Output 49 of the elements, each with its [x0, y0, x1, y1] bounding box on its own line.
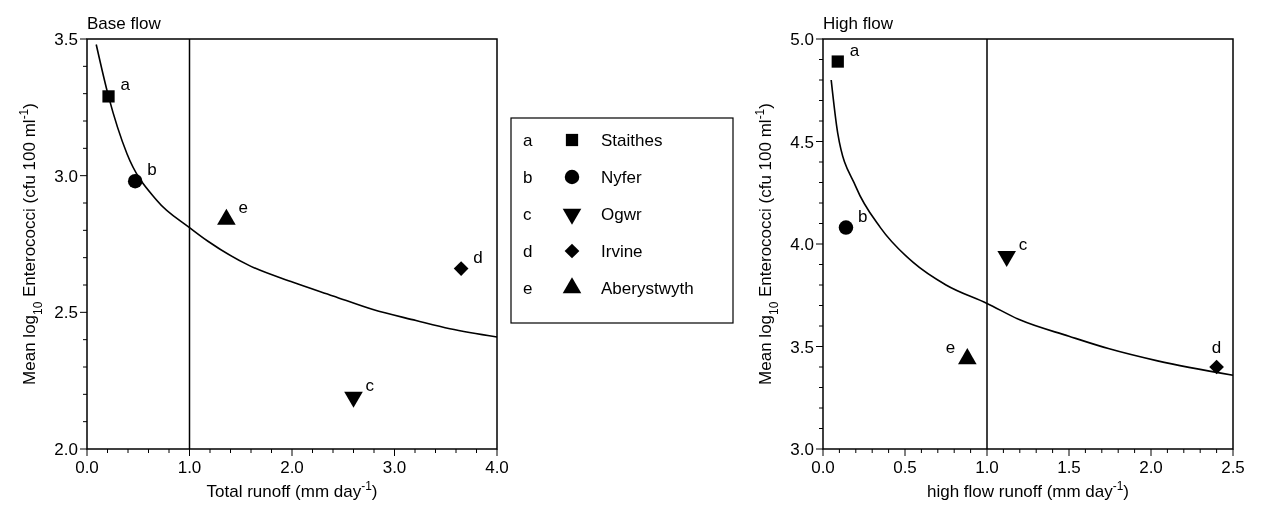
x-axis-title: Total runoff (mm day$^{-1}$): [206, 479, 378, 501]
annotation: a: [849, 40, 860, 60]
x-tick-label: 1.5: [1057, 458, 1081, 477]
annotation: d: [473, 247, 483, 267]
point: [453, 261, 469, 276]
x-tick-label: 3.0: [382, 458, 407, 477]
y-tick-label: 4.5: [790, 132, 814, 152]
x-tick-label: 4.0: [485, 458, 509, 477]
text: d: [523, 242, 533, 261]
legend-label: Nyfer: [601, 168, 642, 187]
x-tick-label: 0.0: [811, 458, 835, 477]
point: [831, 55, 844, 68]
y-tick-label: 2.5: [54, 303, 78, 323]
annotation: c: [1018, 235, 1028, 255]
legend-label: Staithes: [601, 131, 663, 150]
point: [344, 391, 363, 408]
legend-label: Aberystwyth: [601, 279, 694, 298]
y-tick-label: 5.0: [790, 30, 814, 49]
y-tick-label: 4.0: [790, 235, 814, 254]
y-tick-label: 3.0: [790, 440, 814, 459]
annotation: b: [147, 160, 157, 180]
text: a: [523, 131, 533, 150]
annotation: b: [857, 206, 868, 226]
annotation: a: [120, 75, 131, 95]
y-tick-label: 3.5: [790, 337, 814, 357]
chart-title: Base flow: [87, 14, 162, 33]
text: e: [523, 279, 533, 298]
chart-title: High flow: [823, 14, 894, 33]
x-tick-label: 1.0: [177, 458, 202, 477]
annotation: c: [365, 376, 375, 396]
x-tick-label: 2.0: [280, 458, 304, 477]
y-tick-label: 3.0: [54, 166, 78, 186]
point: [102, 90, 115, 103]
legend-label: Irvine: [601, 242, 643, 261]
point: [838, 220, 854, 235]
x-tick-label: 0.5: [893, 458, 917, 477]
x-tick-label: 2.0: [1139, 458, 1163, 477]
x-tick-label: 0.0: [75, 458, 99, 477]
x-tick-label: 1.0: [975, 458, 999, 477]
legend-label: Ogwr: [601, 205, 642, 224]
y-tick-label: 2.0: [54, 440, 78, 459]
text: b: [523, 168, 533, 187]
y-tick-label: 3.5: [54, 30, 78, 49]
annotation: e: [238, 198, 248, 218]
x-tick-label: 2.5: [1221, 458, 1245, 477]
annotation: e: [945, 337, 956, 357]
annotation: d: [1211, 338, 1222, 357]
x-axis-title: high flow runoff (mm day$^{-1}$): [926, 479, 1130, 501]
text: c: [523, 205, 532, 224]
